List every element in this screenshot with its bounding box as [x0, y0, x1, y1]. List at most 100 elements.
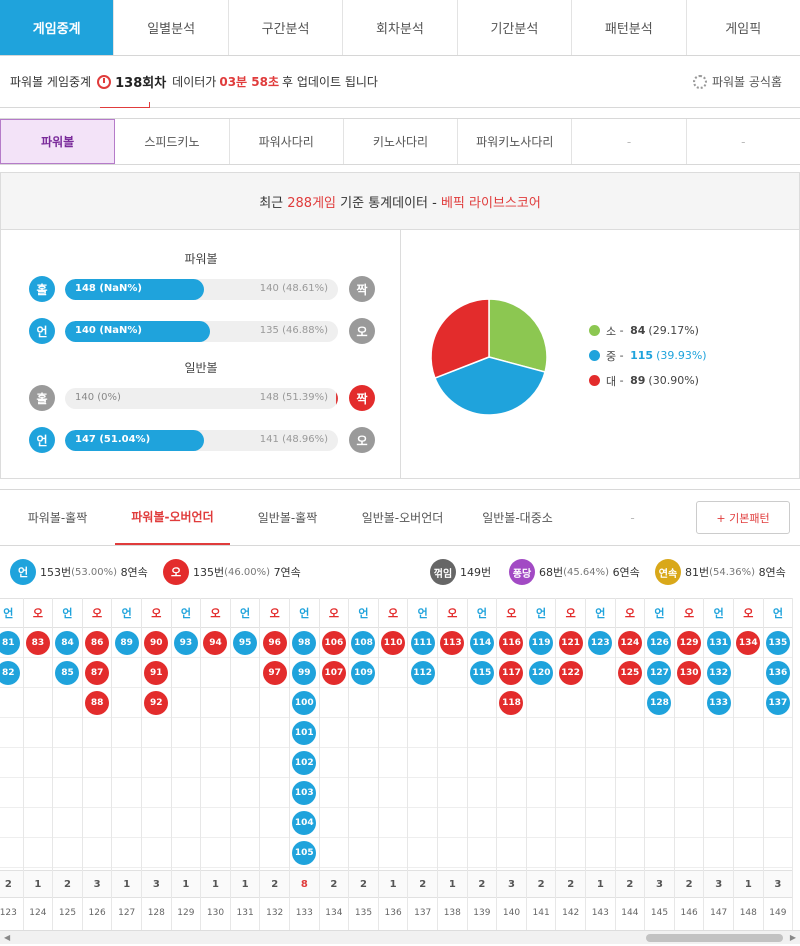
grid-cell: 119: [526, 628, 556, 658]
tab-pattern[interactable]: 패턴분석: [572, 0, 687, 55]
column-count: 2: [467, 870, 497, 898]
grid-cell: [438, 748, 467, 778]
pong-summary: 퐁당 68번 (45.64%) 6연속: [509, 559, 640, 585]
grid-cell: 110: [378, 628, 408, 658]
column-count: 3: [82, 870, 112, 898]
legend-pct: (30.90%): [648, 374, 699, 387]
game-tab-speedkeno[interactable]: 스피드키노: [115, 119, 230, 164]
round-ball: 96: [262, 630, 287, 655]
tab-section[interactable]: 구간분석: [229, 0, 344, 55]
official-home-link[interactable]: 파워볼 공식홈: [692, 73, 782, 90]
tab-pick[interactable]: 게임픽: [725, 22, 762, 37]
grid-cell: [586, 658, 615, 688]
column-header: 언: [349, 598, 378, 628]
grid-cell: 134: [734, 628, 763, 658]
grid-cell: [645, 718, 674, 748]
stats-source: 베픽 라이브스코어: [440, 195, 541, 211]
tab-round[interactable]: 회차분석: [343, 0, 458, 55]
column-number: 132: [266, 908, 284, 918]
round-ball: 121: [558, 630, 583, 655]
stats-header-pre: 최근: [259, 195, 284, 211]
grid-cell: [201, 778, 230, 808]
column-header: 오: [142, 598, 171, 628]
scroll-thumb[interactable]: [646, 934, 783, 942]
column-count: 2: [0, 870, 23, 898]
grid-cell: 118: [497, 688, 526, 718]
round-ball: 126: [647, 630, 672, 655]
scroll-right-icon[interactable]: ▶: [789, 933, 796, 942]
tab-daily[interactable]: 일별분석: [114, 0, 229, 55]
info-suffix: 후 업데이트 됩니다: [282, 75, 378, 89]
grid-cell: 120: [526, 658, 556, 688]
horizontal-scrollbar[interactable]: ◀ ▶: [0, 930, 800, 944]
grid-cell: [142, 808, 171, 838]
grid-cell: 94: [201, 628, 230, 658]
round-ball: 94: [203, 630, 228, 655]
left-result-icon: 홀: [29, 276, 55, 302]
tab-live[interactable]: 게임중계: [0, 0, 115, 55]
column-header: 언: [0, 598, 23, 628]
right-result-icon: 짝: [349, 276, 375, 302]
round-ball: 134: [736, 630, 761, 655]
round-ball: 95: [233, 630, 258, 655]
game-tab-powerladder[interactable]: 파워사다리: [230, 119, 344, 164]
size-pie-chart: [430, 298, 548, 416]
grid-cell: 85: [53, 658, 82, 688]
grid-cell: [497, 838, 526, 868]
column-number: 134: [325, 908, 343, 918]
grid-cell: [23, 808, 53, 838]
left-result-icon: 홀: [29, 385, 55, 411]
legend-pct: (39.93%): [656, 349, 707, 362]
column-number: 141: [532, 908, 550, 918]
tab-period[interactable]: 기간분석: [458, 0, 573, 55]
column-count: 2: [556, 870, 585, 898]
round-ball: 102: [292, 750, 317, 775]
grid-cell: [171, 748, 201, 778]
column-header: 언: [467, 598, 497, 628]
grid-cell: 115: [467, 658, 497, 688]
column-number: 136: [384, 908, 402, 918]
grid-cell: [615, 838, 645, 868]
basic-pattern-button[interactable]: + 기본패턴: [696, 501, 790, 534]
legend-dot: [589, 375, 600, 386]
grid-cell: 116: [497, 628, 526, 658]
stat-bar-row: 언 147 (51.04%) 141 (48.96%) 오: [29, 427, 375, 453]
grid-cell: 137: [763, 688, 793, 718]
grid-cell: [378, 658, 408, 688]
streak-streak: 8연속: [758, 566, 786, 579]
grid-cell: [674, 688, 704, 718]
left-result-icon: 언: [29, 427, 55, 453]
grid-cell: [586, 718, 615, 748]
grid-cell: [82, 838, 112, 868]
pattern-tab-pb-oddeven[interactable]: 파워볼-홀짝: [27, 511, 88, 525]
scroll-left-icon[interactable]: ◀: [4, 933, 11, 942]
round-ball: 111: [410, 630, 435, 655]
grid-cell: [408, 748, 437, 778]
game-tab-powerkenoladder[interactable]: 파워키노사다리: [458, 119, 573, 164]
game-tab-kenoladder[interactable]: 키노사다리: [344, 119, 459, 164]
column-count: 2: [526, 870, 556, 898]
over-icon: 오: [163, 559, 189, 585]
pattern-tab-nb-overunder[interactable]: 일반볼-오버언더: [361, 511, 444, 525]
over-streak: 7연속: [273, 566, 301, 579]
round-ball: 124: [617, 630, 642, 655]
grid-cell: 114: [467, 628, 497, 658]
grid-cell: [230, 718, 260, 748]
under-streak: 8연속: [120, 566, 148, 579]
pong-streak: 6연속: [612, 566, 640, 579]
legend-label: 소: [606, 324, 617, 338]
column-number: 133: [295, 908, 313, 918]
grid-cell: 129: [674, 628, 704, 658]
round-ball: 104: [292, 810, 317, 835]
game-tab-powerball[interactable]: 파워볼: [0, 119, 116, 164]
round-ball: 132: [706, 660, 731, 685]
column-header: 오: [260, 598, 289, 628]
pattern-tab-nb-size[interactable]: 일반볼-대중소: [482, 511, 553, 525]
grid-cell: [734, 838, 763, 868]
grid-cell: [201, 808, 230, 838]
pattern-tab-nb-oddeven[interactable]: 일반볼-홀짝: [257, 511, 318, 525]
round-ball: 84: [55, 630, 80, 655]
pattern-tab-pb-overunder[interactable]: 파워볼-오버언더: [115, 490, 230, 545]
grid-cell: [497, 748, 526, 778]
round-ball: 101: [292, 720, 317, 745]
